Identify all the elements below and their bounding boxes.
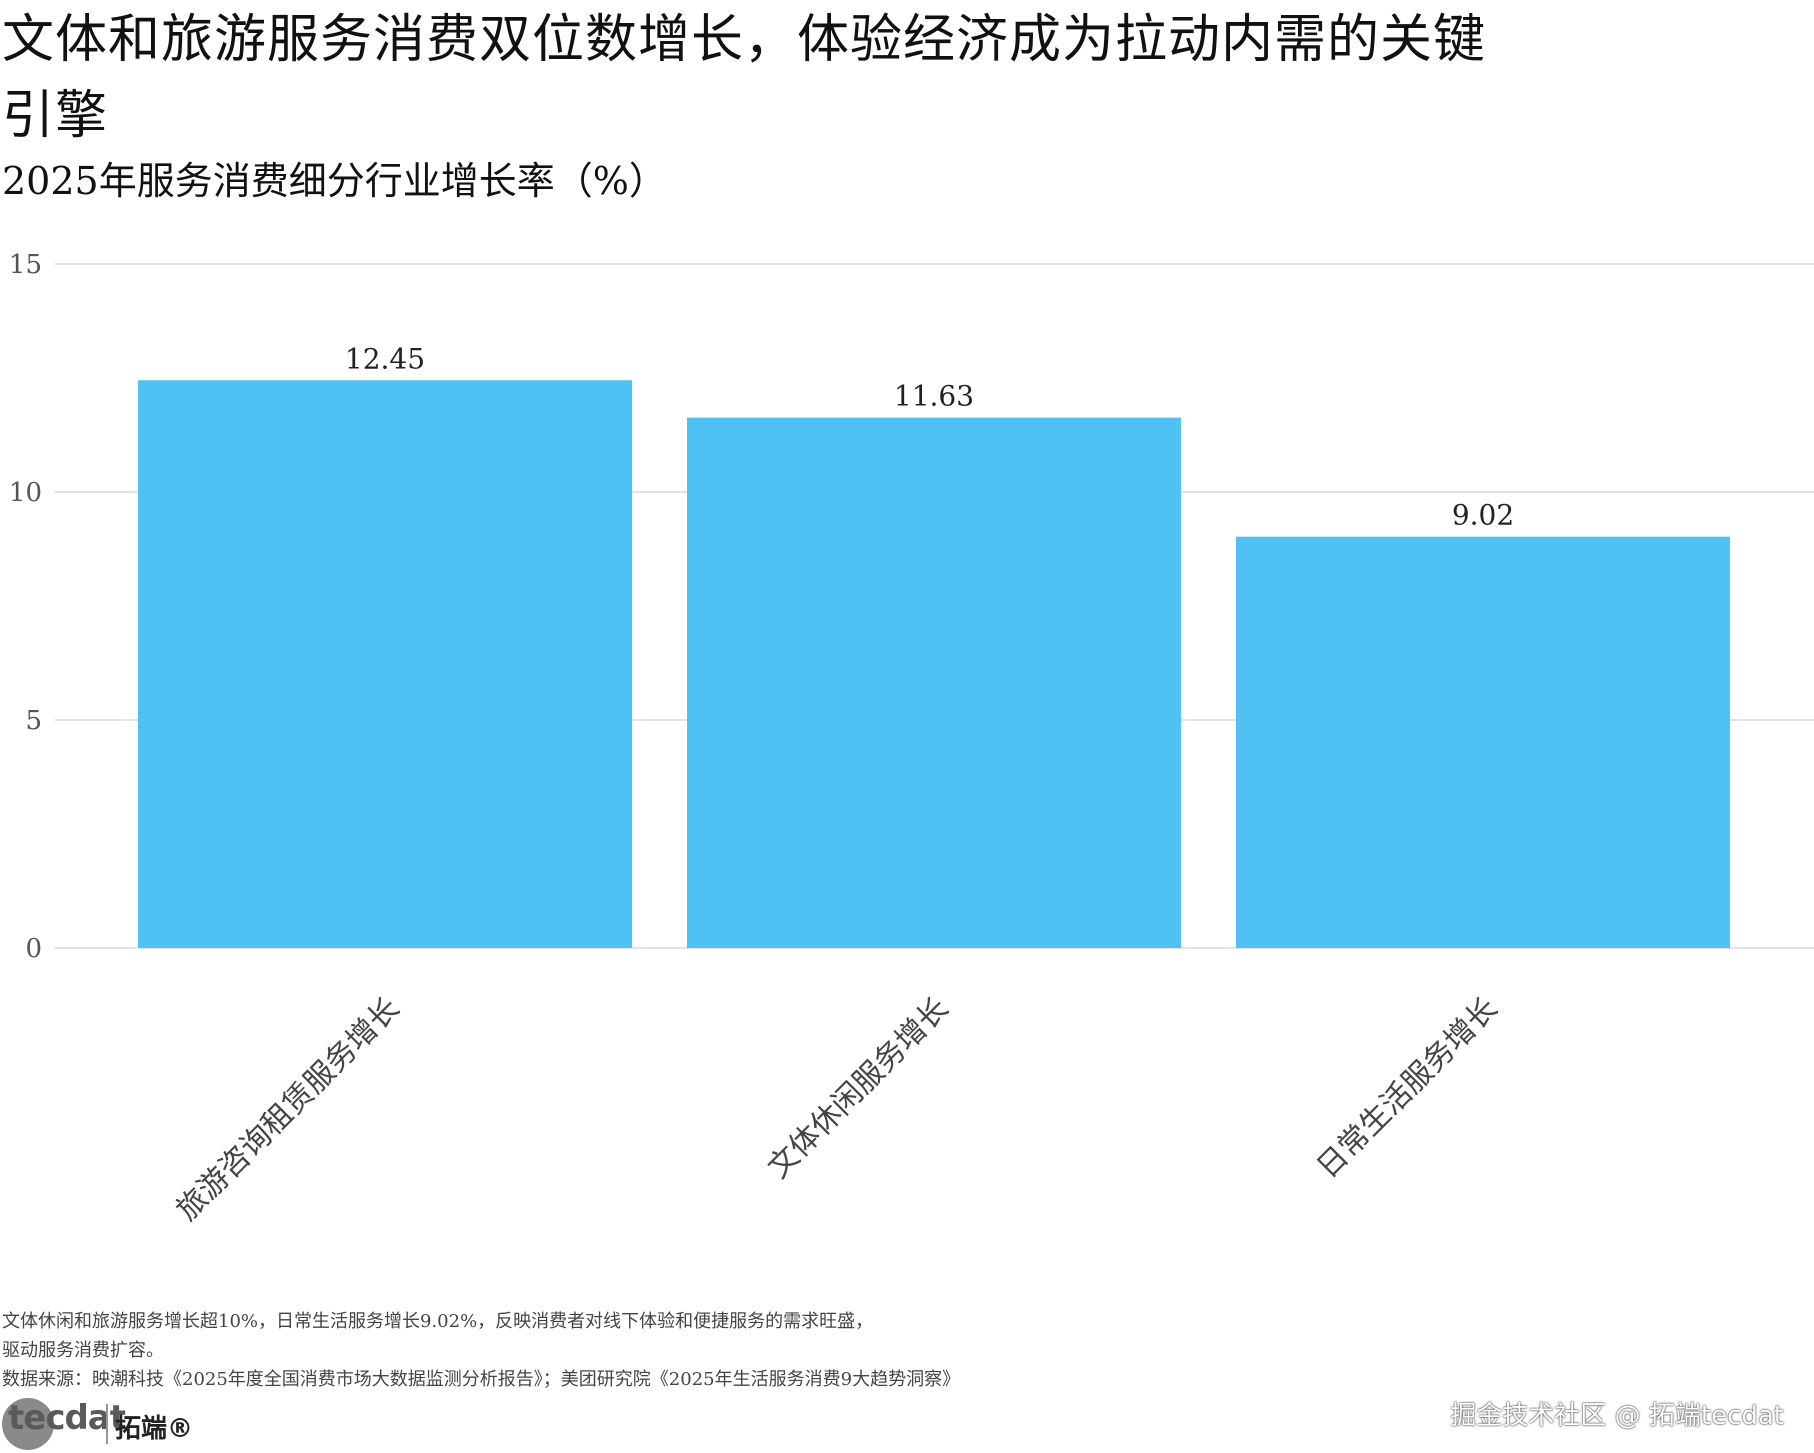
bar-value-label: 11.63: [894, 380, 974, 413]
bar-chart: 0 5 10 15 12.45 旅游咨询租赁服务增长 11.63 文体休闲服务增长 9.02 日常…: [9, 250, 1814, 1228]
bar: [687, 417, 1181, 948]
footnote-line2: 驱动服务消费扩容。: [2, 1340, 164, 1361]
x-tick-label: 文体休闲服务增长: [761, 991, 955, 1185]
chart-title: 文体和旅游服务消费双位数增长，体验经济成为拉动内需的关键引擎: [2, 10, 1487, 146]
watermark: 掘金技术社区 @ 拓端tecdat: [1450, 1401, 1784, 1431]
chart-subtitle: 2025年服务消费细分行业增长率（%）: [2, 159, 667, 203]
bar-value-label: 9.02: [1452, 499, 1514, 532]
x-tick-label: 旅游咨询租赁服务增长: [170, 991, 407, 1228]
logo-circle-icon: [2, 1398, 54, 1450]
logo: [2, 1395, 54, 1453]
bar: [138, 380, 632, 948]
logo-divider: [106, 1404, 108, 1444]
logo-cn: 拓端®: [115, 1414, 194, 1444]
bar-value-label: 12.45: [345, 342, 425, 375]
y-tick-label: 0: [25, 934, 42, 964]
source-note: 数据来源：映潮科技《2025年度全国消费市场大数据监测分析报告》；美团研究院《2…: [2, 1369, 961, 1390]
footnote-line1: 文体休闲和旅游服务增长超10%，日常生活服务增长9.02%，反映消费者对线下体验…: [2, 1311, 874, 1332]
y-tick-label: 10: [9, 478, 42, 508]
x-tick-label: 日常生活服务增长: [1310, 991, 1504, 1185]
y-tick-label: 15: [9, 250, 42, 280]
bar: [1236, 536, 1730, 948]
y-tick-label: 5: [25, 706, 42, 736]
